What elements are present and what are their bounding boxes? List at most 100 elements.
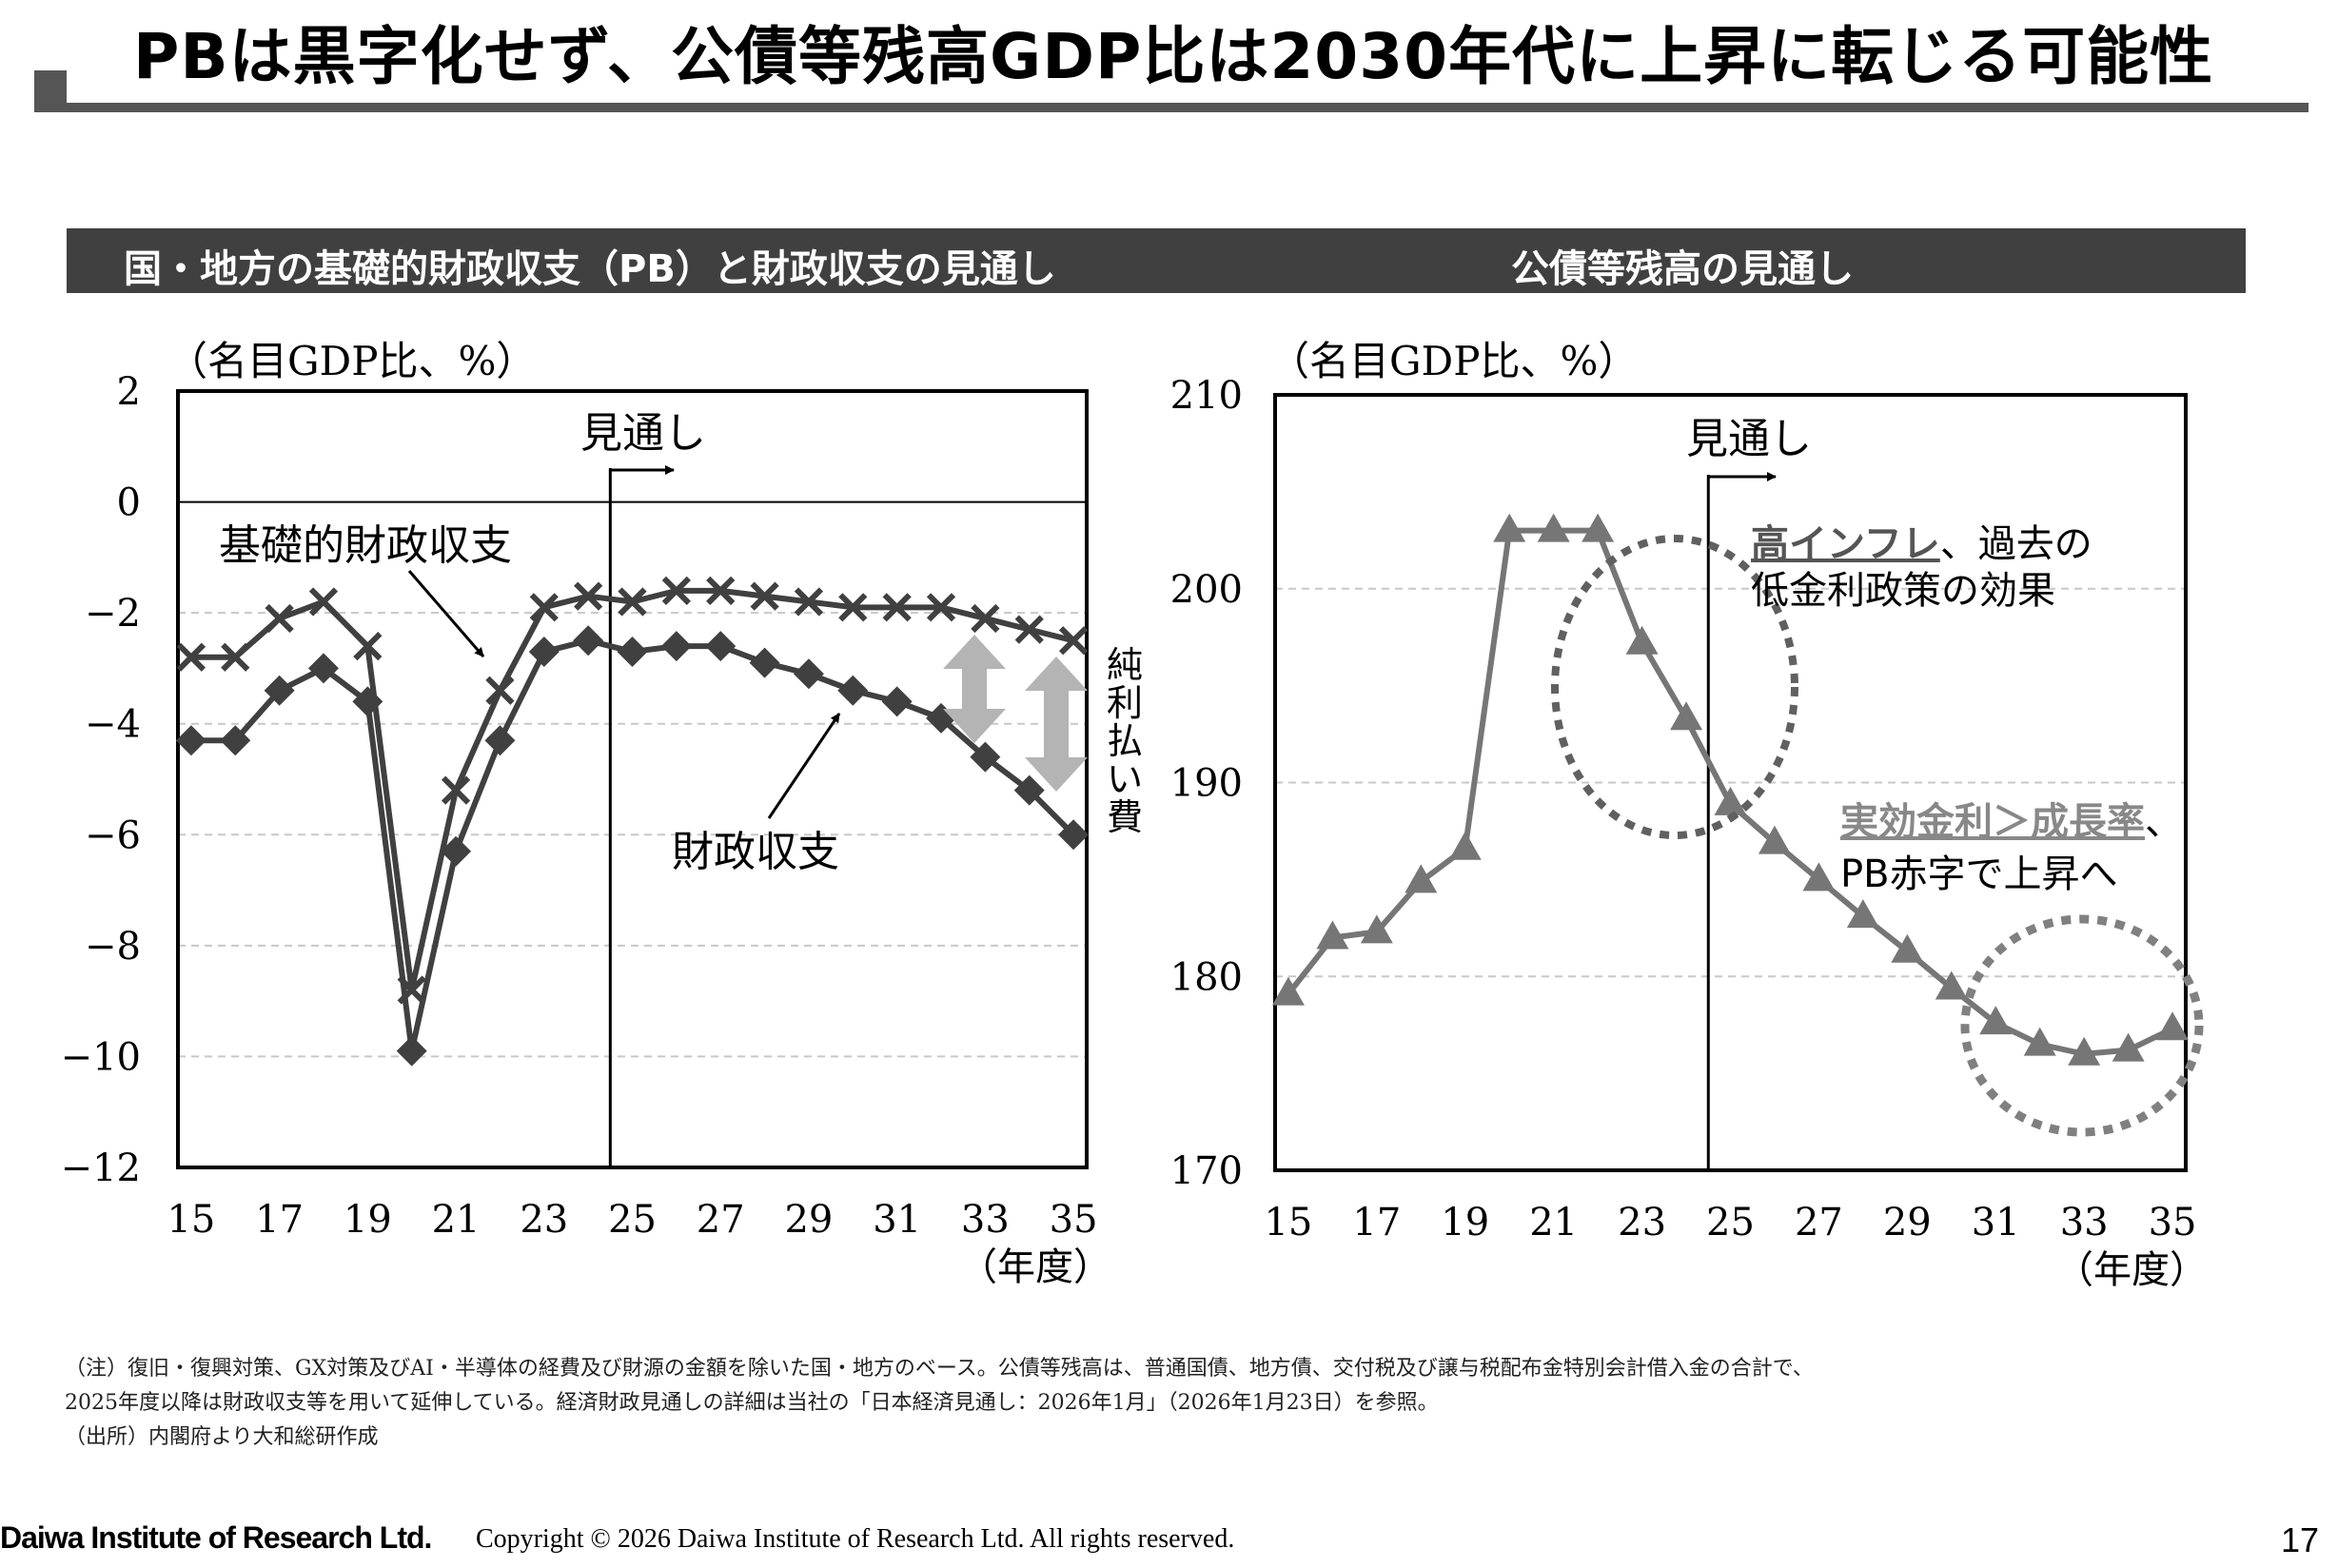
upper-annotation-line-2: 低金利政策の効果	[1751, 569, 2055, 613]
x-tick-label: 27	[697, 1198, 745, 1242]
footnote-2: 2025年度以降は財政収支等を用いて延伸している。経済財政見通しの詳細は当社の「…	[65, 1391, 1439, 1415]
x-tick-label: 15	[1264, 1201, 1312, 1245]
x-tick-label: 27	[1795, 1201, 1843, 1245]
primary-balance-marker	[661, 576, 691, 605]
fiscal-balance-marker	[528, 636, 560, 667]
net-interest-label-char: い	[1107, 758, 1143, 800]
fiscal-balance-marker	[441, 835, 472, 867]
fiscal-balance-marker	[352, 686, 383, 717]
primary-balance-marker	[221, 642, 250, 672]
net-interest-label-char: 払	[1107, 720, 1143, 762]
net-interest-arrow-1	[943, 635, 1006, 743]
fiscal-balance-marker	[617, 636, 648, 667]
page-number: 17	[2280, 1520, 2319, 1559]
debt-ratio-marker	[1625, 625, 1659, 655]
debt-ratio-marker	[1979, 1006, 2013, 1035]
right-chart-title: 公債等残高の見通し	[1511, 247, 1854, 291]
y-tick-label: −8	[85, 925, 141, 969]
primary-balance-marker	[176, 642, 206, 672]
x-tick-label: 15	[167, 1198, 215, 1242]
primary-balance-marker	[308, 587, 339, 617]
debt-ratio-marker	[2023, 1027, 2056, 1056]
primary-balance-marker	[838, 593, 868, 622]
fiscal-balance-marker	[881, 686, 913, 717]
x-tick-label: 19	[344, 1198, 392, 1242]
fiscal-balance-marker	[1013, 774, 1045, 806]
debt-ratio-marker	[1448, 831, 1482, 860]
y-tick-label: −12	[61, 1147, 141, 1190]
y-tick-label: 180	[1170, 955, 1243, 999]
primary-balance-marker	[574, 581, 603, 611]
debt-ratio-marker	[1670, 701, 1703, 731]
primary-balance-marker	[397, 975, 426, 1005]
left-chart: 2 0 −2 −4 −6 −8 −10 −12 15 17 19 21 23 25 27 29 31 33 35（年…	[61, 370, 1143, 1289]
forecast-label: 見通し	[1686, 415, 1812, 463]
x-tick-label: 25	[1706, 1201, 1755, 1245]
primary-balance-pointer	[407, 570, 485, 657]
y-tick-label: 190	[1170, 762, 1243, 806]
net-interest-label-char: 利	[1107, 682, 1143, 724]
x-tick-label: 31	[873, 1198, 921, 1242]
x-tick-label: 35	[1050, 1198, 1098, 1242]
y-tick-label: 200	[1170, 568, 1243, 612]
fiscal-balance-line	[190, 637, 1076, 1052]
primary-balance-marker	[706, 576, 736, 605]
debt-ratio-marker	[1714, 786, 1747, 815]
x-tick-label: 33	[2060, 1201, 2109, 1245]
debt-ratio-marker	[1405, 864, 1438, 893]
debt-ratio-marker	[1493, 513, 1526, 542]
y-tick-label: 170	[1170, 1149, 1243, 1193]
primary-balance-marker	[265, 603, 294, 634]
x-tick-label: 29	[784, 1198, 833, 1242]
plot-frame	[176, 389, 1089, 1169]
x-tick-label: 35	[2149, 1201, 2197, 1245]
debt-ratio-marker	[2068, 1036, 2101, 1066]
forecast-label: 見通し	[580, 409, 706, 458]
fiscal-balance-marker	[264, 675, 295, 706]
debt-ratio-marker	[2156, 1011, 2190, 1041]
x-tick-label: 25	[608, 1198, 657, 1242]
debt-ratio-marker	[1271, 976, 1305, 1006]
x-tick-label: 23	[520, 1198, 568, 1242]
left-chart-title: 国・地方の基礎的財政収支（PB）と財政収支の見通し	[124, 247, 1056, 291]
fiscal-balance-marker	[484, 725, 516, 756]
panel-header-bar	[67, 228, 2246, 293]
right-chart: 210 200 190 180 170 15 17 19 21 23 25 27 29 31 33 35（年度…	[1170, 374, 2208, 1292]
lower-annotation-line-1: 実効金利＞成長率、	[1840, 800, 2183, 844]
primary-balance-marker	[1058, 626, 1089, 656]
primary-balance-marker	[529, 593, 559, 622]
highlight-circle-lower	[1960, 914, 2204, 1137]
fiscal-balance-marker	[396, 1035, 427, 1067]
x-axis-unit: （年度）	[2055, 1248, 2208, 1292]
x-tick-label: 21	[1529, 1201, 1578, 1245]
company-logo: Daiwa Institute of Research Ltd.	[0, 1520, 432, 1555]
primary-balance-marker	[353, 631, 383, 661]
y-tick-label: −4	[85, 703, 141, 747]
primary-balance-marker	[618, 587, 647, 617]
y-tick-label: 210	[1170, 374, 1243, 418]
upper-annotation-rest: 、過去の	[1940, 522, 2092, 566]
fiscal-balance-marker	[307, 653, 339, 684]
lower-annotation-emphasis: 実効金利＞成長率	[1840, 800, 2145, 844]
primary-balance-marker	[971, 603, 1000, 634]
y-tick-label: −10	[61, 1035, 141, 1079]
x-tick-label: 23	[1618, 1201, 1666, 1245]
copyright: Copyright © 2026 Daiwa Institute of Rese…	[476, 1524, 1235, 1554]
y-tick-label: −6	[85, 813, 141, 857]
lower-annotation-rest: 、	[2145, 800, 2183, 844]
primary-balance-marker	[485, 676, 515, 705]
fiscal-balance-marker	[837, 675, 869, 706]
x-tick-label: 29	[1883, 1201, 1932, 1245]
y-tick-label: 2	[117, 370, 141, 414]
primary-balance-marker	[882, 593, 912, 622]
y-tick-label: 0	[117, 481, 141, 525]
fiscal-balance-marker	[573, 625, 604, 657]
x-tick-label: 21	[432, 1198, 481, 1242]
page-title: PBは黒字化せず、公債等残高GDP比は2030年代に上昇に転じる可能性	[133, 20, 2214, 93]
fiscal-balance-pointer	[767, 713, 841, 819]
debt-ratio-marker	[1891, 933, 1924, 963]
upper-annotation-emphasis: 高インフレ	[1751, 522, 1940, 566]
net-interest-arrow-2	[1025, 657, 1088, 792]
net-interest-label-char: 純	[1107, 644, 1143, 686]
primary-balance-marker	[926, 593, 956, 622]
